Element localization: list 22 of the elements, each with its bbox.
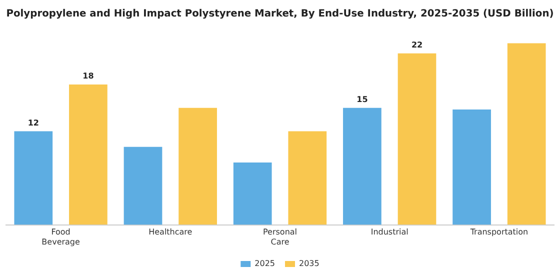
bar bbox=[507, 43, 546, 225]
x-tick-label: Industrial bbox=[370, 228, 408, 237]
bar bbox=[14, 131, 53, 225]
data-label: 22 bbox=[411, 40, 423, 50]
data-label: 12 bbox=[28, 118, 39, 128]
x-tick-label: Food Beverage bbox=[42, 228, 80, 246]
legend-label: 2025 bbox=[254, 259, 275, 268]
data-label: 15 bbox=[356, 95, 368, 104]
bar bbox=[178, 108, 217, 225]
bar bbox=[343, 108, 382, 225]
legend-label: 2035 bbox=[299, 259, 320, 268]
x-tick-label: Transportation bbox=[469, 228, 528, 237]
x-tick-label: Personal Care bbox=[262, 228, 298, 246]
bar bbox=[124, 146, 162, 225]
bar bbox=[288, 131, 327, 225]
x-tick-label: Healthcare bbox=[148, 228, 192, 237]
chart-title: Polypropylene and High Impact Polystyrene Market, By End-Use Industry, 2025-2035 (USD Billion) bbox=[6, 8, 554, 20]
bar bbox=[233, 162, 272, 225]
bar bbox=[69, 84, 108, 225]
data-label: 18 bbox=[82, 72, 94, 81]
bar bbox=[452, 109, 491, 225]
bar bbox=[398, 53, 436, 225]
